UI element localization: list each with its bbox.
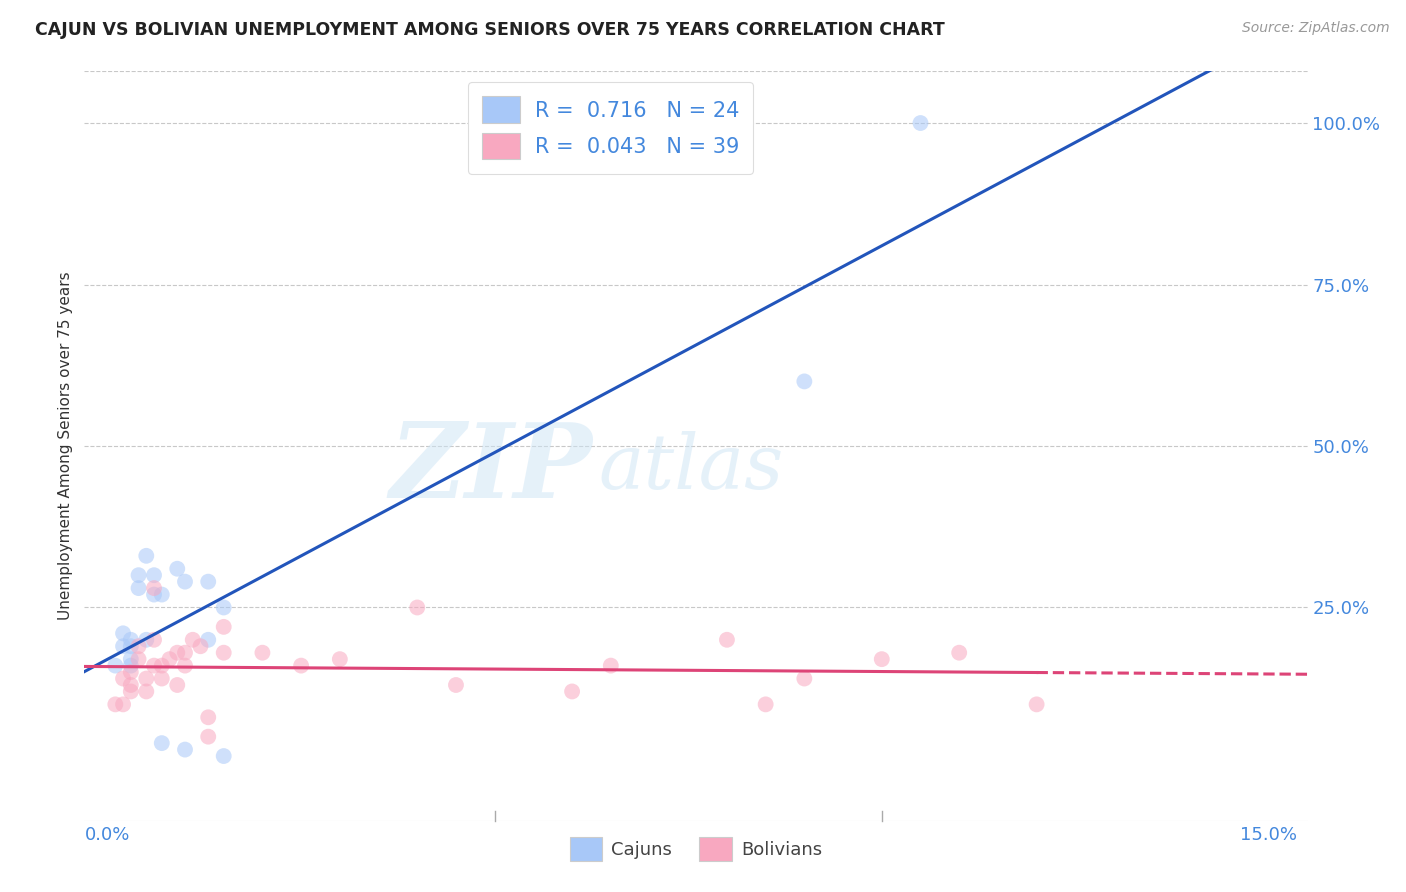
Point (112, 639, 135, 653)
Point (135, 672, 157, 686)
Point (166, 646, 188, 660)
Point (793, 672, 815, 686)
Text: CAJUN VS BOLIVIAN UNEMPLOYMENT AMONG SENIORS OVER 75 YEARS CORRELATION CHART: CAJUN VS BOLIVIAN UNEMPLOYMENT AMONG SEN… (35, 21, 945, 38)
Point (135, 684, 157, 698)
Point (135, 549, 157, 563)
Point (166, 678, 188, 692)
Point (112, 626, 135, 640)
Point (212, 600, 235, 615)
Point (143, 658, 166, 673)
Point (329, 652, 352, 666)
Point (128, 568, 150, 582)
Point (150, 588, 173, 602)
Point (212, 749, 235, 764)
Point (120, 658, 142, 673)
Point (181, 632, 204, 647)
Point (143, 632, 166, 647)
Point (290, 658, 312, 673)
Point (252, 646, 274, 660)
Point (197, 710, 219, 724)
Text: atlas: atlas (598, 432, 783, 506)
Point (197, 574, 219, 589)
Point (143, 568, 166, 582)
Point (910, 116, 932, 130)
Point (120, 678, 142, 692)
Text: ZIP: ZIP (389, 417, 592, 519)
Point (212, 646, 235, 660)
Point (104, 698, 127, 712)
Point (793, 375, 815, 389)
Point (561, 684, 583, 698)
Point (112, 672, 135, 686)
Point (143, 581, 166, 595)
Point (870, 652, 893, 666)
Point (174, 658, 197, 673)
Point (599, 658, 621, 673)
Point (112, 698, 135, 712)
Point (444, 678, 467, 692)
Point (143, 588, 166, 602)
Point (120, 652, 142, 666)
Point (174, 646, 197, 660)
Point (135, 632, 157, 647)
Point (755, 698, 778, 712)
Point (212, 620, 235, 634)
Point (197, 632, 219, 647)
Y-axis label: Unemployment Among Seniors over 75 years: Unemployment Among Seniors over 75 years (58, 272, 73, 620)
Point (406, 600, 429, 615)
Point (150, 658, 173, 673)
Text: Source: ZipAtlas.com: Source: ZipAtlas.com (1241, 21, 1389, 35)
Point (1025, 698, 1047, 712)
Point (159, 652, 181, 666)
Point (150, 736, 173, 750)
Point (104, 658, 127, 673)
Point (150, 672, 173, 686)
Point (120, 665, 142, 679)
Point (174, 574, 197, 589)
Point (948, 646, 970, 660)
Point (197, 730, 219, 744)
Point (174, 742, 197, 756)
Point (120, 684, 142, 698)
Point (190, 639, 212, 653)
Point (716, 632, 738, 647)
Point (128, 652, 150, 666)
Point (166, 562, 188, 576)
Point (128, 639, 150, 653)
Point (128, 581, 150, 595)
Legend: Cajuns, Bolivians: Cajuns, Bolivians (562, 830, 830, 868)
Point (120, 639, 142, 653)
Point (120, 632, 142, 647)
